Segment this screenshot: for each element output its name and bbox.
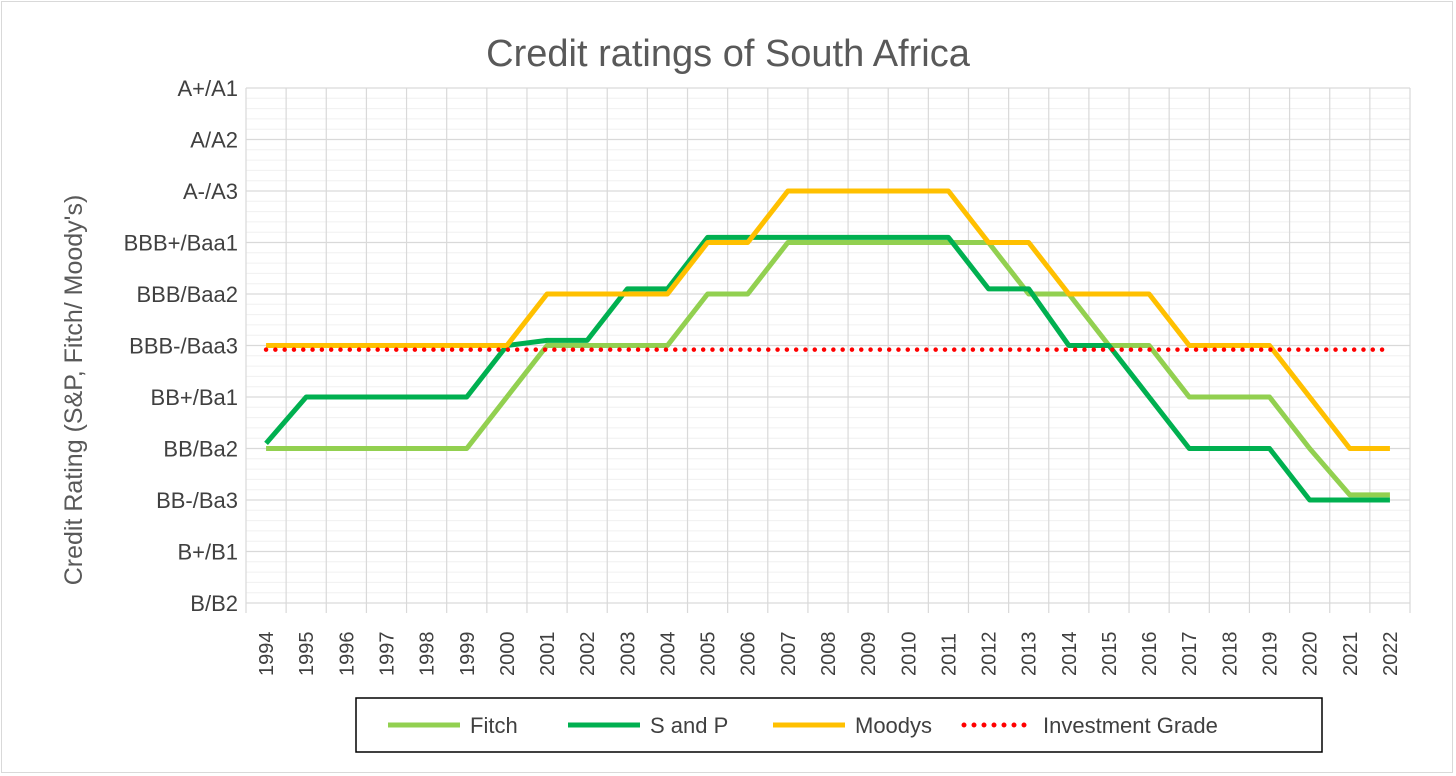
- x-tick-label: 2010: [898, 632, 920, 677]
- y-tick-label: BBB-/Baa3: [129, 334, 238, 359]
- x-tick-label: 1998: [417, 632, 439, 677]
- y-tick-label: A/A2: [190, 128, 238, 153]
- legend-label: Moodys: [855, 713, 932, 738]
- minor-gridlines: [246, 97, 1410, 594]
- series-line-moodys: [266, 188, 1390, 451]
- x-tick-label: 2003: [617, 632, 639, 677]
- x-tick-label: 2005: [698, 632, 720, 677]
- y-tick-label: BBB/Baa2: [136, 282, 238, 307]
- x-tick-label: 2011: [938, 633, 960, 676]
- y-tick-label: B+/B1: [177, 540, 238, 565]
- x-tick-label: 2009: [858, 632, 880, 677]
- y-tick-label: A+/A1: [177, 76, 238, 101]
- x-tick-label: 2006: [738, 632, 760, 677]
- series-line-fitch: [266, 240, 1390, 498]
- legend: Fitch S and P Moodys Investment Grade: [388, 713, 1218, 738]
- x-tick-label: 2016: [1139, 632, 1161, 677]
- x-tick-label: 2000: [497, 632, 519, 677]
- x-tick-label: 2019: [1260, 632, 1282, 677]
- x-tick-label: 2015: [1099, 632, 1121, 677]
- x-tick-label: 2012: [979, 631, 1001, 676]
- x-tick-label: 1999: [457, 632, 479, 677]
- x-tick-label: 2008: [818, 632, 840, 677]
- x-tick-label: 1995: [296, 632, 318, 677]
- x-tick-label: 1997: [376, 632, 398, 677]
- x-tick-label: 2013: [1019, 632, 1041, 677]
- x-tick-label: 1994: [256, 632, 278, 677]
- y-tick-label: A-/A3: [183, 179, 238, 204]
- x-tick-label: 2020: [1300, 632, 1322, 677]
- x-tick-label: 2018: [1219, 632, 1241, 677]
- y-axis-title: Credit Rating (S&P, Fitch/ Moody's): [60, 195, 88, 586]
- x-tick-label: 2001: [537, 632, 559, 677]
- y-tick-label: BBB+/Baa1: [124, 231, 238, 256]
- x-tick-label: 2014: [1059, 632, 1081, 677]
- legend-label: Fitch: [470, 713, 518, 738]
- legend-label: S and P: [650, 713, 728, 738]
- legend-label: Investment Grade: [1043, 713, 1218, 738]
- y-tick-label: BB-/Ba3: [156, 488, 238, 513]
- x-tick-label: 2021: [1340, 632, 1362, 677]
- x-tick-label: 2004: [657, 632, 679, 677]
- x-axis-tick-labels: 1994 1995 1996 1997 1998 1999 2000 2001 2002 2003…: [256, 631, 1402, 676]
- x-tick-label: 2017: [1179, 632, 1201, 677]
- y-tick-label: BB/Ba2: [163, 437, 238, 462]
- x-tick-label: 1996: [336, 632, 358, 677]
- y-axis-tick-labels: B/B2 B+/B1 BB-/Ba3 BB/Ba2 BB+/Ba1 BBB-/Baa3 BB…: [124, 76, 238, 616]
- x-tick-label: 2002: [577, 632, 599, 677]
- y-tick-label: B/B2: [190, 591, 238, 616]
- series-lines: [263, 188, 1393, 503]
- chart-title: Credit ratings of South Africa: [486, 33, 971, 75]
- series-line-s-and-p: [264, 234, 1390, 503]
- vertical-gridlines: [245, 88, 1411, 613]
- x-tick-label: 2022: [1380, 632, 1402, 677]
- y-tick-label: BB+/Ba1: [151, 385, 238, 410]
- x-tick-label: 2007: [778, 632, 800, 677]
